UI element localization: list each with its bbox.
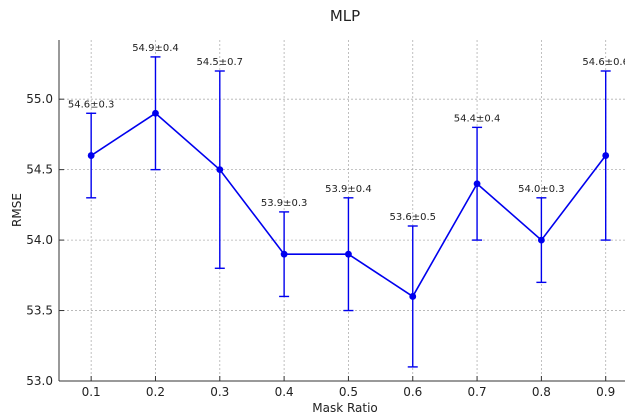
data-point xyxy=(537,236,545,244)
data-label: 53.9±0.4 xyxy=(325,184,372,195)
x-axis-title: Mask Ratio xyxy=(312,401,378,415)
data-label: 54.4±0.4 xyxy=(454,113,501,124)
x-tick-label: 0.2 xyxy=(146,385,165,399)
data-point xyxy=(345,250,352,258)
x-tick-label: 0.4 xyxy=(275,385,294,399)
y-tick-label: 54.5 xyxy=(26,163,53,177)
axes xyxy=(58,40,625,382)
data-point xyxy=(152,109,159,117)
x-tick-label: 0.7 xyxy=(468,385,487,399)
data-point xyxy=(280,250,288,258)
data-label: 54.6±0.3 xyxy=(68,99,115,110)
x-ticks: 0.1 0.2 0.3 0.4 0.5 0.6 0.7 0.8 0.9 xyxy=(82,376,615,399)
x-tick-label: 0.6 xyxy=(403,385,422,399)
y-axis-title: RMSE xyxy=(10,193,24,227)
data-point xyxy=(473,180,481,188)
data-label: 54.5±0.7 xyxy=(197,57,244,68)
data-point xyxy=(409,293,417,300)
x-tick-label: 0.5 xyxy=(339,385,358,399)
chart-title: MLP xyxy=(330,7,360,25)
y-tick-label: 53.5 xyxy=(26,304,53,318)
data-labels: 54.6±0.3 54.9±0.4 54.5±0.7 53.9±0.3 53.9±0.4… xyxy=(68,43,625,223)
y-tick-label: 55.0 xyxy=(26,92,53,106)
grid xyxy=(59,40,625,382)
y-tick-label: 53.0 xyxy=(26,374,53,388)
x-tick-label: 0.9 xyxy=(596,385,615,399)
data-label: 54.0±0.3 xyxy=(518,184,565,195)
x-tick-label: 0.1 xyxy=(82,385,101,399)
y-ticks: 53.0 53.5 54.0 54.5 55.0 xyxy=(26,92,64,388)
data-point xyxy=(87,152,95,159)
data-label: 53.9±0.3 xyxy=(261,198,308,209)
data-point xyxy=(602,152,610,159)
series xyxy=(87,109,610,300)
x-tick-label: 0.8 xyxy=(532,385,551,399)
data-label: 54.9±0.4 xyxy=(132,43,179,54)
y-tick-label: 54.0 xyxy=(26,233,53,247)
data-point xyxy=(216,166,224,174)
data-label: 53.6±0.5 xyxy=(389,212,436,223)
data-label: 54.6±0.6 xyxy=(582,57,625,68)
x-tick-label: 0.3 xyxy=(210,385,229,399)
